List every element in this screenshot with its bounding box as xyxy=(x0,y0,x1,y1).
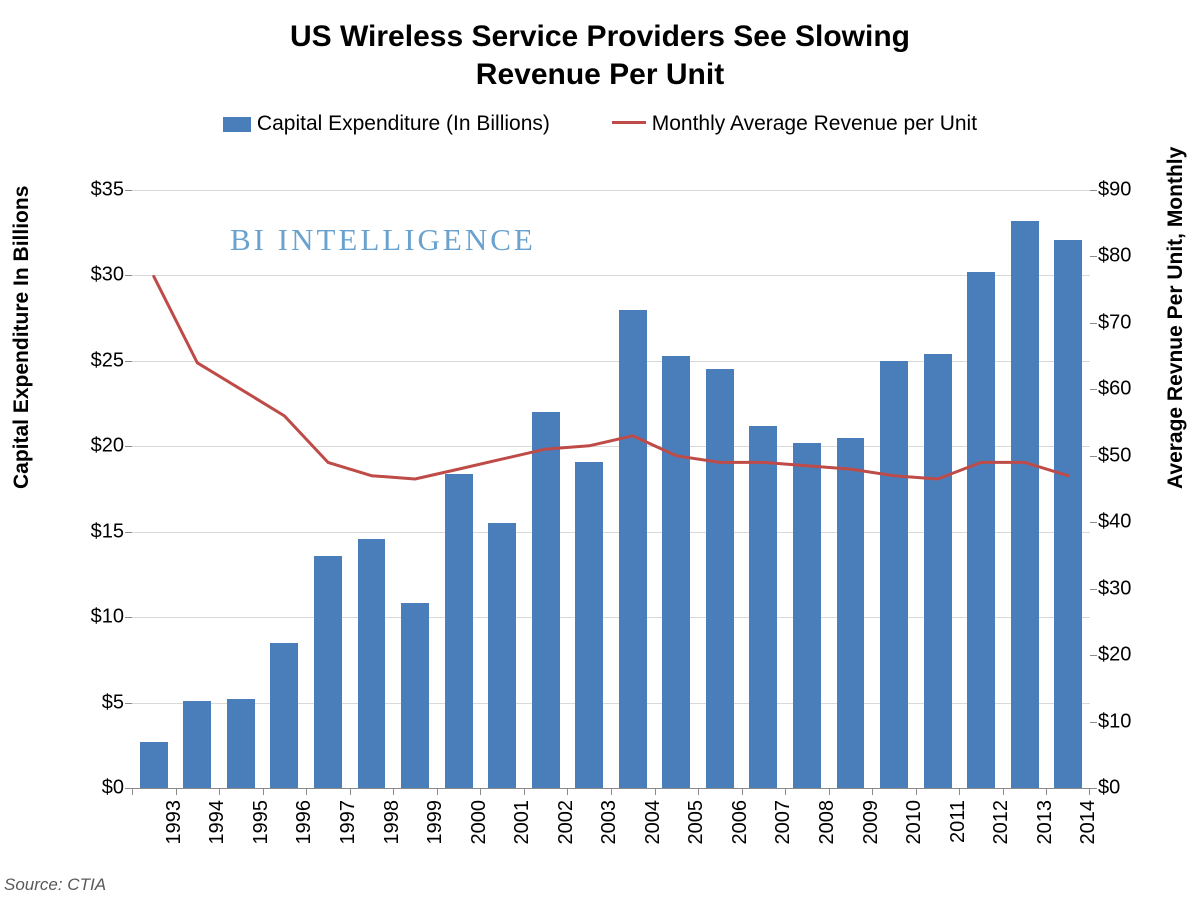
y-tick-left: $25 xyxy=(0,349,132,372)
tick-mark xyxy=(125,703,132,704)
y-tick-left: $30 xyxy=(0,264,132,287)
tick-mark xyxy=(655,788,656,795)
tick-mark xyxy=(125,361,132,362)
tick-mark xyxy=(219,788,220,795)
x-tick: 2001 xyxy=(511,800,534,845)
x-tick: 1998 xyxy=(381,800,404,845)
x-tick: 2009 xyxy=(860,800,883,845)
tick-mark xyxy=(742,788,743,795)
tick-mark xyxy=(1046,788,1047,795)
legend: Capital Expenditure (In Billions) Monthl… xyxy=(0,112,1200,136)
tick-mark xyxy=(1090,722,1097,723)
tick-mark xyxy=(125,532,132,533)
tick-mark xyxy=(176,788,177,795)
tick-mark xyxy=(611,788,612,795)
legend-line-label: Monthly Average Revenue per Unit xyxy=(652,112,977,135)
y-axis-left: $0$5$10$15$20$25$30$35 xyxy=(0,190,132,788)
legend-swatch-line xyxy=(612,121,646,124)
x-tick: 2010 xyxy=(903,800,926,845)
tick-mark xyxy=(1090,256,1097,257)
x-tick: 2007 xyxy=(772,800,795,845)
tick-mark xyxy=(872,788,873,795)
tick-mark xyxy=(829,788,830,795)
x-tick: 1999 xyxy=(424,800,447,845)
tick-mark xyxy=(263,788,264,795)
tick-mark xyxy=(1090,190,1097,191)
legend-bar-label: Capital Expenditure (In Billions) xyxy=(257,112,550,135)
tick-mark xyxy=(125,275,132,276)
tick-mark xyxy=(132,788,133,795)
x-tick: 2012 xyxy=(990,800,1013,845)
line-series xyxy=(132,190,1090,788)
tick-mark xyxy=(125,617,132,618)
y-axis-right: $0$10$20$30$40$50$60$70$80$90 xyxy=(1090,190,1200,788)
x-tick: 2000 xyxy=(468,800,491,845)
tick-mark xyxy=(1090,522,1097,523)
tick-mark xyxy=(350,788,351,795)
tick-mark xyxy=(959,788,960,795)
tick-mark xyxy=(785,788,786,795)
tick-mark xyxy=(437,788,438,795)
tick-mark xyxy=(698,788,699,795)
legend-item-bars: Capital Expenditure (In Billions) xyxy=(223,112,550,136)
x-tick: 2008 xyxy=(816,800,839,845)
x-tick: 2005 xyxy=(685,800,708,845)
x-tick: 1994 xyxy=(206,800,229,845)
tick-mark xyxy=(1003,788,1004,795)
x-tick: 2002 xyxy=(555,800,578,845)
x-tick: 2003 xyxy=(598,800,621,845)
tick-mark xyxy=(524,788,525,795)
chart-container: US Wireless Service Providers See Slowin… xyxy=(0,0,1200,901)
tick-mark xyxy=(1090,323,1097,324)
x-tick: 1997 xyxy=(337,800,360,845)
x-tick: 2014 xyxy=(1077,800,1100,845)
x-tick: 2006 xyxy=(729,800,752,845)
legend-swatch-bar xyxy=(223,117,251,132)
x-tick: 2013 xyxy=(1034,800,1057,845)
tick-mark xyxy=(125,446,132,447)
x-tick: 2011 xyxy=(947,800,970,843)
legend-item-line: Monthly Average Revenue per Unit xyxy=(612,112,977,136)
tick-mark xyxy=(1090,655,1097,656)
tick-mark xyxy=(1090,589,1097,590)
title-line-1: US Wireless Service Providers See Slowin… xyxy=(290,20,910,53)
x-tick: 1995 xyxy=(250,800,273,845)
chart-title: US Wireless Service Providers See Slowin… xyxy=(0,18,1200,93)
title-line-2: Revenue Per Unit xyxy=(476,58,724,91)
y-tick-left: $15 xyxy=(0,520,132,543)
plot-area xyxy=(132,190,1090,788)
tick-mark xyxy=(916,788,917,795)
tick-mark xyxy=(1089,788,1090,795)
x-tick: 1996 xyxy=(293,800,316,845)
tick-mark xyxy=(125,190,132,191)
x-tick: 2004 xyxy=(642,800,665,845)
tick-mark xyxy=(393,788,394,795)
y-tick-left: $20 xyxy=(0,435,132,458)
tick-mark xyxy=(1090,788,1097,789)
x-tick: 1993 xyxy=(163,800,186,845)
tick-mark xyxy=(1090,389,1097,390)
tick-mark xyxy=(125,788,132,789)
tick-mark xyxy=(567,788,568,795)
source-text: Source: CTIA xyxy=(4,875,106,895)
y-tick-left: $5 xyxy=(0,691,132,714)
tick-mark xyxy=(306,788,307,795)
y-tick-left: $0 xyxy=(0,777,132,800)
tick-mark xyxy=(1090,456,1097,457)
y-tick-left: $10 xyxy=(0,606,132,629)
y-tick-left: $35 xyxy=(0,179,132,202)
tick-mark xyxy=(480,788,481,795)
